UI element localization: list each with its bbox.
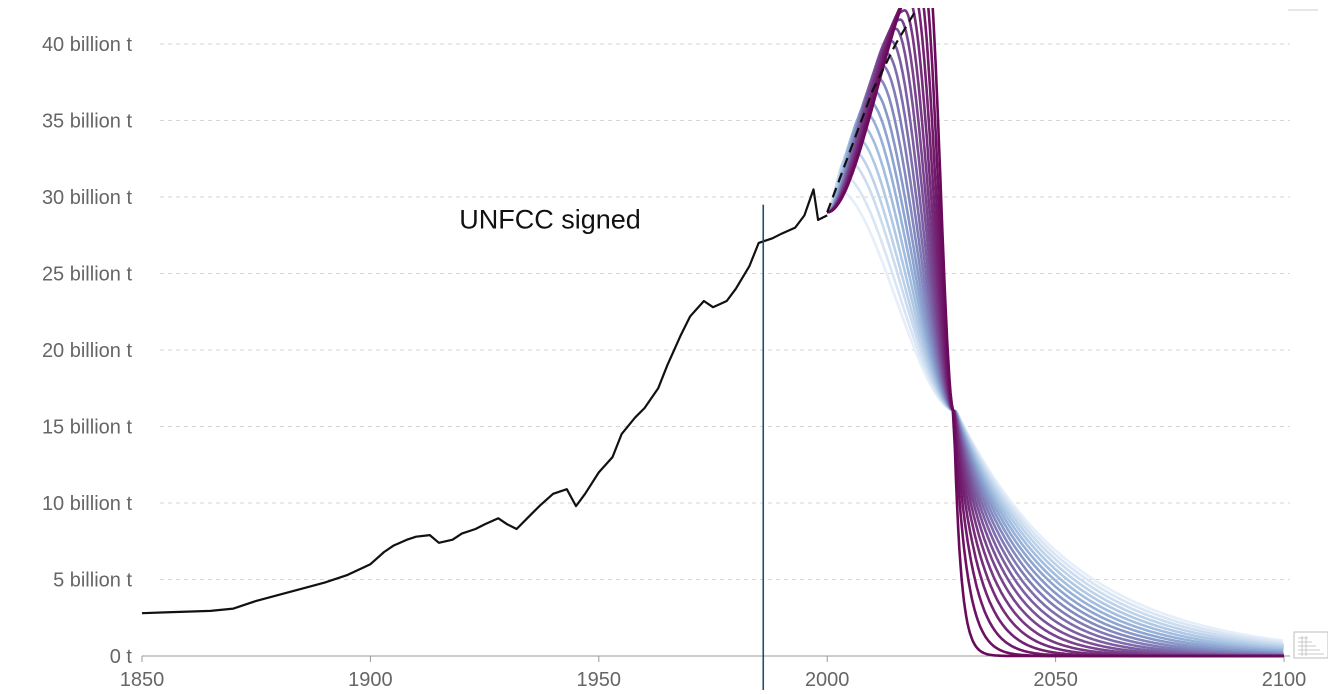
y-tick-label: 30 billion t: [42, 187, 133, 209]
y-tick-label: 15 billion t: [42, 417, 133, 439]
scenario-line: [827, 174, 1283, 642]
x-axis-labels: 1850 1900 1950 2000 2050 2100: [120, 656, 1307, 691]
x-tick-label: 1950: [577, 669, 622, 691]
y-tick-label: 25 billion t: [42, 264, 133, 286]
x-tick-label: 1900: [348, 669, 393, 691]
y-axis-labels: 0 t 5 billion t 10 billion t 15 billion t 20…: [42, 34, 133, 668]
y-tick-label: 40 billion t: [42, 34, 133, 56]
scenario-line: [827, 148, 1284, 646]
historical-lines: [142, 6, 919, 613]
unfccc-annotation-label: UNFCC signed: [459, 205, 641, 235]
y-tick-label: 5 billion t: [53, 570, 132, 592]
y-tick-label: 35 billion t: [42, 111, 133, 133]
historical-emissions-line: [142, 189, 827, 613]
y-tick-label: 0 t: [110, 646, 133, 668]
scenario-lines: [827, 0, 1284, 656]
chart-corner-icon: [1294, 632, 1328, 658]
x-tick-label: 2100: [1262, 669, 1307, 691]
y-tick-label: 20 billion t: [42, 340, 133, 362]
gridlines: [142, 44, 1290, 656]
x-tick-label: 2050: [1033, 669, 1078, 691]
x-tick-label: 1850: [120, 669, 165, 691]
x-tick-label: 2000: [805, 669, 850, 691]
y-tick-label: 10 billion t: [42, 493, 133, 515]
